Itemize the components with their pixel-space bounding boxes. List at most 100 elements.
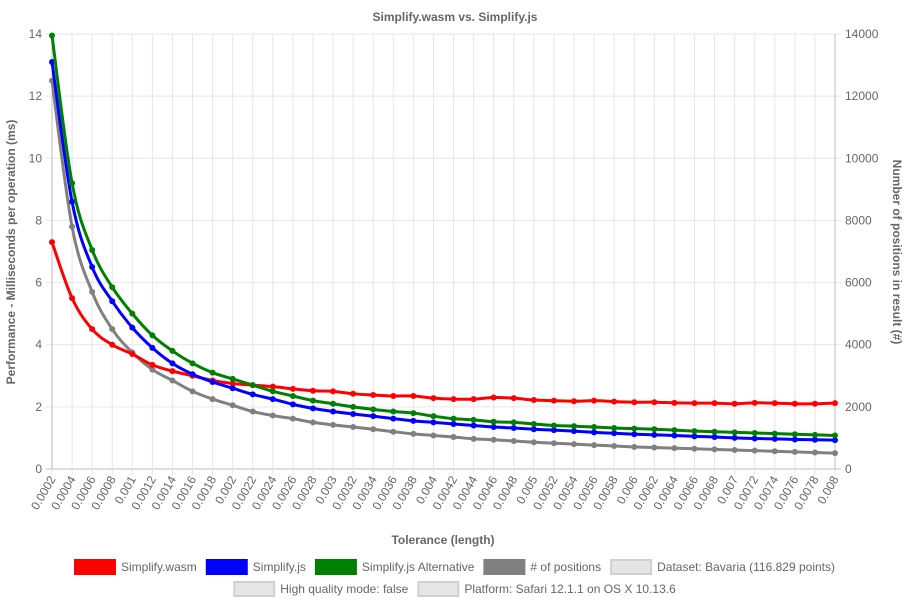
data-point-simplify-wasm — [169, 368, 176, 375]
data-point-simplify-js — [330, 408, 337, 415]
data-point-simplify-js-alternative — [350, 403, 357, 410]
data-point-of-positions — [530, 439, 537, 446]
x-axis-title: Tolerance (length) — [391, 533, 494, 547]
data-point-of-positions — [370, 426, 377, 433]
data-point-simplify-wasm — [470, 396, 477, 403]
data-point-simplify-js — [370, 413, 377, 420]
data-point-simplify-js-alternative — [410, 410, 417, 417]
data-point-simplify-js — [791, 436, 798, 443]
y-tick-label-left: 2 — [35, 400, 42, 414]
data-point-simplify-js — [530, 426, 537, 433]
data-point-simplify-js-alternative — [129, 310, 136, 317]
data-point-of-positions — [149, 366, 156, 373]
data-point-simplify-js-alternative — [249, 382, 256, 389]
data-point-simplify-wasm — [571, 398, 577, 405]
data-point-simplify-js-alternative — [591, 424, 598, 431]
data-point-simplify-js-alternative — [691, 428, 698, 435]
data-point-simplify-js-alternative — [89, 246, 96, 253]
data-point-of-positions — [470, 435, 477, 442]
data-point-simplify-js — [751, 435, 758, 442]
data-point-of-positions — [651, 444, 658, 451]
y-tick-label-right: 12000 — [845, 89, 879, 103]
data-point-simplify-wasm — [410, 392, 417, 399]
data-point-of-positions — [209, 396, 216, 403]
y-tick-label-left: 6 — [35, 276, 42, 290]
data-point-of-positions — [430, 432, 437, 439]
data-point-of-positions — [109, 326, 116, 333]
data-point-simplify-js — [490, 424, 497, 431]
data-point-simplify-js-alternative — [289, 392, 296, 399]
data-point-simplify-wasm — [310, 387, 316, 394]
data-point-of-positions — [330, 421, 337, 428]
data-point-simplify-wasm — [269, 383, 276, 390]
data-point-simplify-wasm — [671, 399, 678, 406]
data-point-of-positions — [450, 433, 457, 440]
data-point-simplify-wasm — [430, 395, 437, 402]
y-tick-label-right: 0 — [845, 462, 852, 476]
data-point-of-positions — [832, 450, 838, 457]
data-point-of-positions — [550, 440, 557, 447]
y-tick-label-left: 12 — [29, 89, 43, 103]
data-point-simplify-wasm — [330, 388, 337, 395]
data-point-simplify-js — [209, 379, 216, 385]
data-point-simplify-js-alternative — [711, 428, 718, 435]
data-point-simplify-js-alternative — [832, 432, 838, 439]
data-point-simplify-wasm — [350, 390, 357, 397]
chart-title: Simplify.wasm vs. Simplify.js — [373, 10, 538, 24]
data-point-simplify-wasm — [69, 295, 76, 302]
data-point-simplify-js-alternative — [490, 418, 497, 425]
y-tick-label-left: 14 — [29, 27, 43, 41]
data-point-of-positions — [89, 288, 96, 295]
y-axis-right-title: Number of positions in result (#) — [890, 160, 904, 345]
data-point-simplify-js — [671, 432, 678, 439]
data-point-simplify-wasm — [832, 400, 838, 407]
series-line-simplify-wasm — [50, 241, 836, 406]
data-point-simplify-js — [430, 419, 437, 426]
data-point-simplify-wasm — [550, 397, 557, 404]
data-point-simplify-js — [49, 58, 55, 65]
data-point-simplify-js-alternative — [450, 415, 457, 422]
data-point-simplify-js — [450, 420, 457, 427]
data-point-simplify-wasm — [751, 399, 758, 406]
data-point-simplify-wasm — [530, 397, 537, 404]
legend-swatch — [417, 581, 460, 597]
data-point-of-positions — [591, 442, 598, 449]
data-point-of-positions — [671, 445, 678, 452]
data-point-simplify-js-alternative — [510, 419, 517, 426]
data-point-simplify-js-alternative — [209, 369, 216, 376]
data-point-simplify-js — [69, 198, 76, 205]
legend-label: Simplify.js Alternative — [362, 560, 475, 574]
data-point-simplify-wasm — [510, 395, 517, 402]
data-point-simplify-js — [731, 434, 738, 441]
data-point-simplify-js-alternative — [631, 425, 638, 432]
data-point-simplify-js-alternative — [430, 413, 437, 420]
data-point-simplify-js — [390, 415, 397, 422]
data-point-of-positions — [350, 424, 357, 431]
data-point-simplify-js — [109, 298, 116, 305]
data-point-simplify-js — [771, 435, 778, 442]
data-point-of-positions — [289, 415, 296, 422]
data-point-simplify-js-alternative — [229, 375, 236, 382]
data-point-simplify-js-alternative — [611, 424, 618, 431]
data-point-simplify-wasm — [771, 400, 778, 407]
data-point-simplify-js — [269, 396, 276, 403]
legend-swatch — [610, 559, 653, 575]
data-point-simplify-js-alternative — [370, 406, 377, 413]
data-point-simplify-js-alternative — [109, 284, 116, 291]
data-point-simplify-wasm — [450, 396, 457, 403]
legend-swatch — [233, 581, 276, 597]
series-simplify-js-alternative — [49, 32, 838, 439]
y-tick-label-right: 14000 — [845, 27, 879, 41]
data-point-simplify-js-alternative — [571, 423, 577, 430]
data-point-of-positions — [249, 408, 256, 415]
data-point-simplify-wasm — [651, 399, 658, 406]
data-point-of-positions — [69, 223, 76, 230]
data-point-simplify-js-alternative — [671, 427, 678, 434]
data-point-simplify-js-alternative — [470, 416, 477, 423]
data-point-simplify-wasm — [631, 399, 638, 406]
data-point-simplify-js — [310, 405, 316, 412]
data-point-simplify-js-alternative — [811, 431, 818, 438]
data-point-simplify-wasm — [791, 400, 798, 407]
data-point-simplify-js-alternative — [169, 347, 176, 354]
